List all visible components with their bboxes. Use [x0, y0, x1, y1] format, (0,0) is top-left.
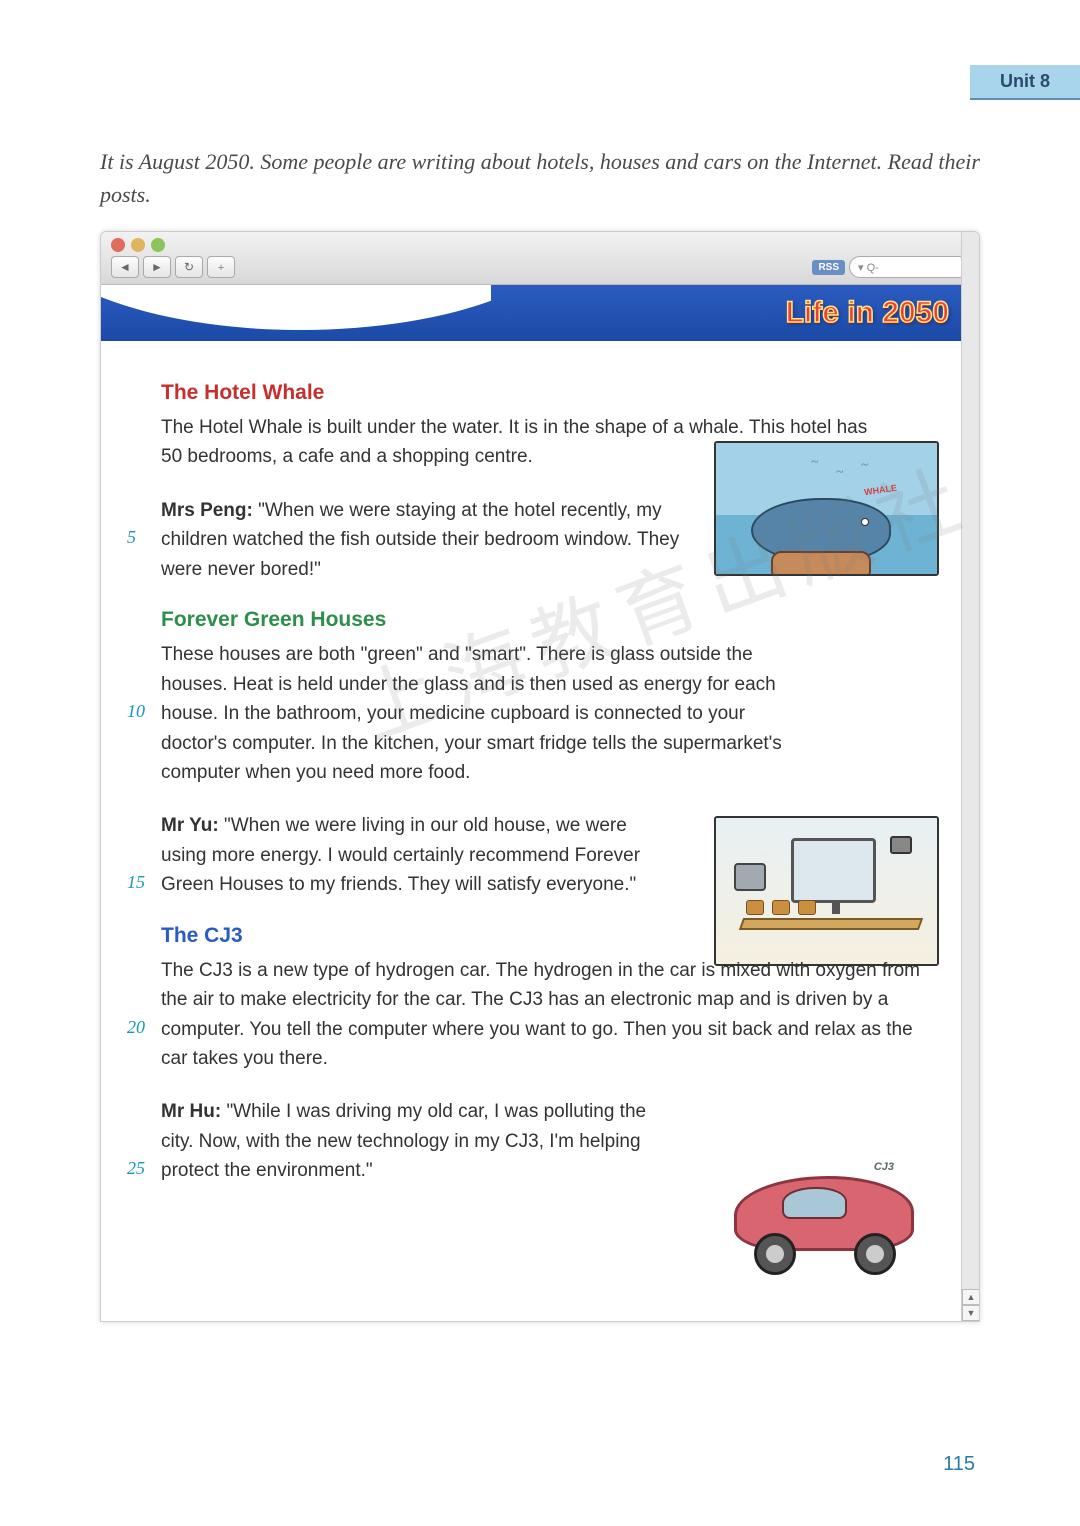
scrollbar[interactable]: ▲ ▼: [961, 232, 979, 1321]
green-paragraph: 10 These houses are both "green" and "sm…: [161, 640, 929, 787]
car-label: CJ3: [874, 1161, 894, 1173]
kitchen-illustration: [714, 816, 939, 966]
intro-text: It is August 2050. Some people are writi…: [100, 145, 980, 211]
close-icon[interactable]: [111, 238, 125, 252]
page-banner: Life in 2050: [101, 285, 979, 341]
browser-window: ◄ ► ↻ + RSS ▾ Q- Life in 2050 The Hotel …: [100, 231, 980, 1322]
browser-chrome: ◄ ► ↻ + RSS ▾ Q-: [101, 232, 979, 285]
page-container: Unit 8 It is August 2050. Some people ar…: [0, 0, 1080, 1526]
banner-title: Life in 2050: [786, 296, 949, 330]
whale-label: WHALE: [863, 483, 897, 497]
quote-text: "When we were living in our old house, w…: [161, 815, 640, 895]
forward-button[interactable]: ►: [143, 256, 171, 278]
traffic-lights: [111, 238, 969, 252]
page-number: 115: [943, 1453, 975, 1476]
quote-author: Mr Hu:: [161, 1101, 226, 1122]
maximize-icon[interactable]: [151, 238, 165, 252]
content-area: The Hotel Whale The Hotel Whale is built…: [101, 341, 979, 1321]
car-illustration: CJ3: [709, 1141, 939, 1286]
browser-toolbar: ◄ ► ↻ + RSS ▾ Q-: [111, 256, 969, 278]
unit-tab: Unit 8: [970, 65, 1080, 100]
line-number: 10: [127, 698, 145, 726]
search-input[interactable]: ▾ Q-: [849, 256, 969, 278]
quote-author: Mr Yu:: [161, 815, 224, 836]
section-title-whale: The Hotel Whale: [161, 381, 929, 405]
add-button[interactable]: +: [207, 256, 235, 278]
line-number: 5: [127, 524, 136, 552]
rss-badge[interactable]: RSS: [812, 260, 845, 275]
cj3-paragraph: 20 The CJ3 is a new type of hydrogen car…: [161, 956, 929, 1074]
scroll-down-button[interactable]: ▼: [962, 1305, 980, 1321]
reload-button[interactable]: ↻: [175, 256, 203, 278]
back-button[interactable]: ◄: [111, 256, 139, 278]
quote-text: "While I was driving my old car, I was p…: [161, 1101, 646, 1181]
scroll-up-button[interactable]: ▲: [962, 1289, 980, 1305]
line-number: 20: [127, 1014, 145, 1042]
line-number: 25: [127, 1155, 145, 1183]
section-title-green: Forever Green Houses: [161, 608, 929, 632]
minimize-icon[interactable]: [131, 238, 145, 252]
quote-author: Mrs Peng:: [161, 500, 258, 521]
whale-illustration: ~ ~ ~ WHALE: [714, 441, 939, 576]
line-number: 15: [127, 869, 145, 897]
